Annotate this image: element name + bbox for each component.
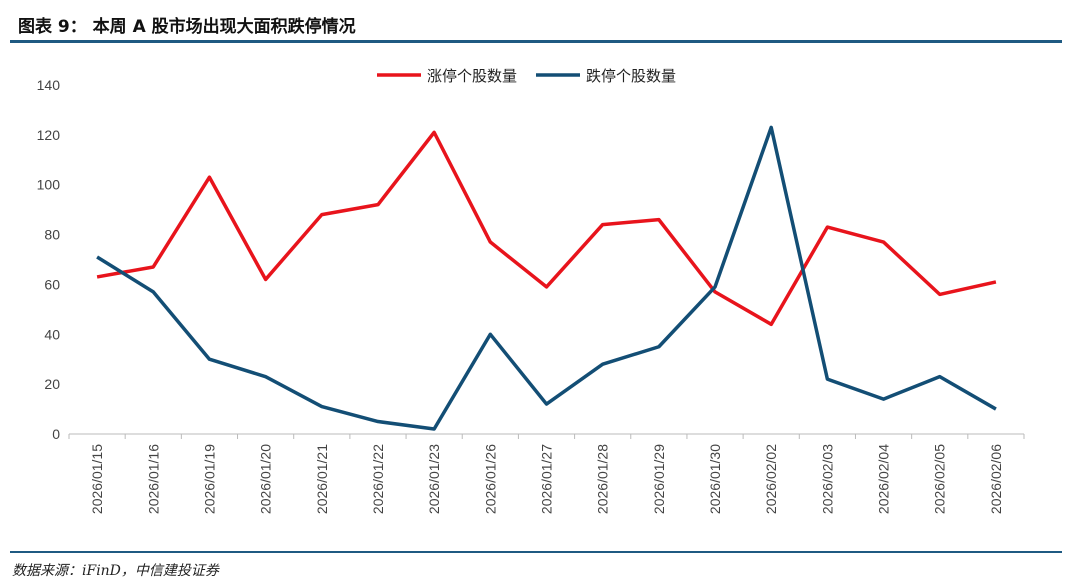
y-tick-label: 40 [44,326,60,342]
line-chart: 0 20 40 60 80 100 120 140 2026/01/15 2026/01/16 20… [37,67,1025,514]
x-tick-label: 2026/02/05 [932,444,948,514]
x-tick-label: 2026/01/28 [595,444,611,514]
x-tick-label: 2026/01/21 [314,444,330,514]
x-tick-label: 2026/02/04 [876,444,892,514]
x-tick-label: 2026/01/20 [258,444,274,514]
x-tick-label: 2026/01/19 [201,444,217,514]
title-divider [10,40,1062,43]
y-tick-label: 120 [37,127,61,143]
x-tick-label: 2026/01/23 [426,444,442,514]
x-tick-label: 2026/01/22 [370,444,386,514]
legend-label: 跌停个股数量 [586,67,676,85]
y-tick-label: 100 [37,177,61,193]
legend-label: 涨停个股数量 [427,67,517,85]
y-tick-label: 140 [37,77,61,93]
x-tick-label: 2026/01/15 [89,444,105,514]
series-line-1 [96,130,997,327]
figure-title: 图表 9： 本周 A 股市场出现大面积跌停情况 [18,17,356,37]
x-tick-label: 2026/01/29 [651,444,667,514]
x-tick-label: 2026/02/06 [988,444,1004,514]
source-divider [10,551,1062,553]
x-tick-label: 2026/01/26 [482,444,498,514]
series-line-2 [96,125,997,431]
y-tick-label: 20 [44,376,60,392]
x-tick-label: 2026/01/30 [707,444,723,514]
x-tick-label: 2026/02/02 [763,444,779,514]
x-tick-label: 2026/02/03 [819,444,835,514]
y-tick-label: 0 [52,426,60,442]
x-tick-label: 2026/01/27 [539,444,555,514]
y-tick-label: 80 [44,227,60,243]
x-tick-label: 2026/01/16 [145,444,161,514]
source-note: 数据来源：iFinD，中信建投证券 [12,563,219,579]
y-tick-label: 60 [44,276,60,292]
